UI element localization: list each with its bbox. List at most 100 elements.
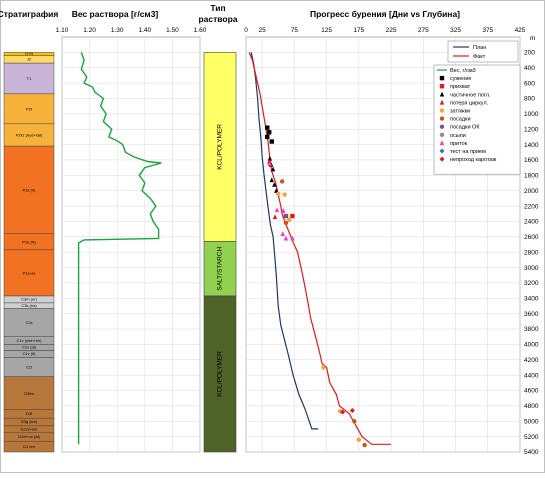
depth-tick-label: 400	[524, 65, 535, 72]
depth-tick-label: 5000	[524, 418, 539, 425]
mud-x-tick-label: 1.60	[194, 27, 207, 34]
mud-weight-line	[77, 52, 162, 445]
legend-event-marker	[439, 148, 445, 154]
event-marker	[283, 213, 289, 219]
strat-layer-label: C1v (mkh+kh)	[16, 338, 42, 343]
depth-tick-label: 4800	[524, 403, 539, 410]
depth-tick-label: 4000	[524, 342, 539, 349]
progress-x-tick-label: 75	[291, 27, 299, 34]
event-marker	[274, 188, 279, 193]
legend-event-label: частичное погл.	[450, 92, 491, 98]
legend-event-marker	[439, 108, 445, 113]
depth-tick-label: 4400	[524, 372, 539, 379]
legend-event-label: непроход каротаж	[450, 157, 497, 163]
depth-tick-label: 4200	[524, 357, 539, 364]
legend-event-label: тест на прием	[450, 149, 486, 155]
mud-weight-panel: 1.10 1.20 1.30 1.40 1.50 1.60	[56, 27, 207, 453]
depth-tick-label: 2400	[524, 219, 539, 226]
strat-layer-label: J2	[27, 56, 32, 61]
event-marker	[290, 235, 295, 241]
event-marker	[267, 161, 273, 167]
legend-event-marker	[439, 140, 445, 146]
fluid-type-header-1: Тип	[210, 3, 225, 13]
strat-layer-label: P1k (ir)	[23, 188, 37, 193]
legend-fact-label: Факт	[473, 54, 486, 60]
legend-event-marker	[439, 156, 445, 162]
legend-event-label: приток	[450, 141, 468, 147]
event-marker	[283, 235, 289, 241]
event-marker	[272, 214, 278, 220]
depth-tick-label: 1400	[524, 142, 539, 149]
event-marker	[282, 192, 287, 197]
strat-layer-label: P1k (fil)	[22, 239, 36, 244]
strat-layer-label: D2ef+zv (al)	[18, 434, 40, 439]
depth-tick-label: 200	[524, 50, 535, 57]
depth-tick-label: 3000	[524, 265, 539, 272]
strat-layer-label: C1t	[26, 365, 33, 370]
strat-layer-label: Q+N	[25, 51, 33, 56]
event-marker	[274, 207, 280, 213]
event-marker	[267, 155, 273, 161]
depth-tick-label: 3600	[524, 311, 539, 318]
depth-tick-label: 5200	[524, 434, 539, 441]
progress-x-tick-label: 0	[244, 27, 248, 34]
strat-layer-label: D1 em	[23, 444, 35, 449]
event-marker	[276, 191, 281, 196]
mud-x-tick-label: 1.50	[166, 27, 179, 34]
strat-header: Стратиграфия	[0, 9, 58, 19]
legend-event-label: посадки ОК	[450, 125, 480, 131]
depth-tick-label: 2800	[524, 249, 539, 256]
legend-event-marker	[439, 91, 445, 97]
legend-event-marker	[439, 116, 445, 121]
progress-x-tick-label: 175	[353, 27, 364, 34]
event-marker	[280, 231, 285, 236]
strat-layer	[3, 308, 55, 337]
legend-event-marker	[439, 124, 445, 129]
legend-event-label: затяжки	[450, 109, 470, 115]
fluid-type-label: SALT/STARCH	[217, 246, 224, 290]
legend-event-marker	[439, 132, 445, 137]
plan-line	[250, 52, 319, 430]
mud-x-tick-label: 1.20	[83, 27, 96, 34]
legend-plan-label: План	[473, 45, 486, 51]
strat-layer-label: C1v (tl)	[23, 351, 37, 356]
strat-layer-label: C3m (ur)	[21, 297, 37, 302]
depth-tick-label: 3400	[524, 295, 539, 302]
strat-layer-label: P2kz (hyd+kal)	[16, 133, 43, 138]
strat-layer	[3, 376, 55, 410]
legend-event-marker	[439, 99, 445, 105]
strat-layer-label: D3g (sm)	[21, 419, 38, 424]
depth-tick-label: 5400	[524, 449, 539, 456]
strat-layer-label: T1	[27, 76, 32, 81]
plan-fact-legend-box	[447, 40, 519, 63]
progress-x-tick-label: 375	[482, 27, 493, 34]
stratigraphy-column: Q+NJ2 T1 P2t P2kz (hyd+kal) P1k (ir) P1k (fil…	[3, 51, 55, 453]
event-marker	[290, 213, 295, 219]
legend-mud-label: Вес, г/см3	[450, 68, 476, 74]
plan-fact-legend: План Факт	[447, 40, 519, 63]
progress-x-tick-label: 225	[386, 27, 397, 34]
events-legend: Вес, г/см3 сужение прихват частичное погл. п…	[433, 64, 521, 175]
legend-event-label: потеря циркул.	[450, 100, 489, 106]
depth-tick-label: 4600	[524, 388, 539, 395]
event-marker	[283, 220, 289, 226]
fluid-type-label: KCL/POLYMER	[217, 351, 224, 397]
event-marker	[321, 365, 326, 370]
legend-event-marker	[439, 84, 445, 89]
strat-layer-label: D3fm	[24, 391, 34, 396]
fluid-type-column: KCL/POLYMER SALT/STARCH KCL/POLYMER	[203, 52, 237, 453]
progress-x-tick-label: 325	[450, 27, 461, 34]
strat-layer	[3, 440, 55, 453]
strat-layer-label: P2t	[26, 107, 33, 112]
depth-tick-label: 2200	[524, 203, 539, 210]
mud-x-tick-label: 1.40	[138, 27, 151, 34]
mud-x-tick-label: 1.30	[111, 27, 124, 34]
depth-tick-label: 2600	[524, 234, 539, 241]
fluid-type-header-2: раствора	[198, 14, 237, 24]
depth-tick-label: 1800	[524, 173, 539, 180]
event-marker	[286, 217, 292, 223]
event-marker	[267, 130, 272, 135]
depth-tick-label: 1200	[524, 126, 539, 133]
